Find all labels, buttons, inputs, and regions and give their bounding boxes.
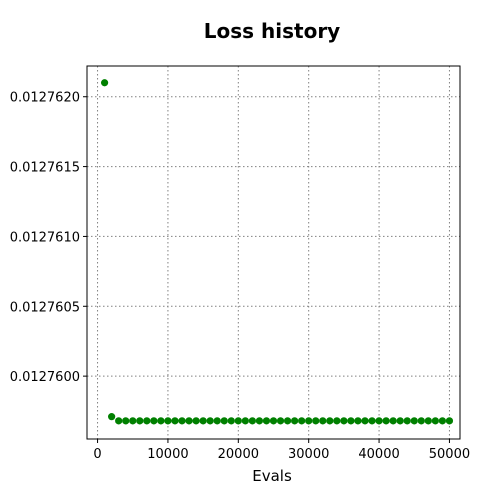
data-point <box>291 417 299 425</box>
data-point <box>157 417 165 425</box>
data-point <box>445 417 454 425</box>
data-point <box>143 417 151 425</box>
y-tick-label: 0.0127610 <box>10 230 80 245</box>
data-point <box>129 417 137 425</box>
data-point <box>262 417 271 425</box>
data-point <box>150 417 158 425</box>
data-point <box>396 417 404 425</box>
data-point <box>305 417 313 425</box>
x-tick-label: 30000 <box>288 447 329 462</box>
data-point <box>234 417 242 425</box>
data-point <box>354 417 362 425</box>
y-tick-label: 0.0127615 <box>10 161 80 176</box>
x-tick-label: 50000 <box>429 447 470 462</box>
data-point <box>192 417 200 425</box>
data-point <box>417 417 425 425</box>
data-point <box>227 417 235 425</box>
data-point <box>431 417 439 425</box>
data-point <box>298 417 306 425</box>
data-point <box>248 417 256 425</box>
data-point <box>178 417 186 425</box>
data-point <box>185 417 193 425</box>
data-point <box>100 79 109 87</box>
data-point <box>340 417 348 425</box>
data-point <box>368 417 376 425</box>
data-point <box>220 417 228 425</box>
data-point <box>171 417 179 425</box>
y-tick-label: 0.0127620 <box>10 91 80 106</box>
data-point <box>361 417 369 425</box>
grid-layer <box>87 66 460 439</box>
data-point <box>255 417 264 425</box>
y-tick-label: 0.0127605 <box>10 300 80 315</box>
x-axis-label: Evals <box>252 467 292 485</box>
x-tick-label: 0 <box>93 447 101 462</box>
data-point <box>312 417 320 425</box>
data-point <box>122 417 130 425</box>
x-axis-ticks: 0 10000 20000 30000 40000 50000 <box>93 439 470 462</box>
data-point <box>375 417 383 425</box>
chart-title: Loss history <box>204 19 340 43</box>
data-point <box>115 417 123 425</box>
data-point <box>206 417 214 425</box>
data-point <box>438 417 447 425</box>
data-points <box>100 79 454 425</box>
data-point <box>199 417 207 425</box>
x-tick-label: 10000 <box>147 447 188 462</box>
data-point <box>241 417 249 425</box>
data-point <box>326 417 334 425</box>
data-point <box>269 417 278 425</box>
data-point <box>213 417 221 425</box>
plot-frame <box>86 65 461 440</box>
data-point <box>136 417 144 425</box>
data-point <box>347 417 355 425</box>
y-axis-ticks: 0.0127600 0.0127605 0.0127610 0.0127615 0.01… <box>10 91 87 385</box>
data-point <box>382 417 390 425</box>
data-point <box>410 417 418 425</box>
data-point <box>403 417 411 425</box>
data-point <box>164 417 172 425</box>
data-point <box>108 413 116 421</box>
x-tick-label: 40000 <box>358 447 399 462</box>
x-tick-label: 20000 <box>218 447 259 462</box>
y-tick-label: 0.0127600 <box>10 370 80 385</box>
data-point <box>276 417 285 425</box>
data-point <box>333 417 341 425</box>
data-point <box>283 417 292 425</box>
data-point <box>389 417 397 425</box>
data-point <box>424 417 432 425</box>
data-point <box>319 417 327 425</box>
